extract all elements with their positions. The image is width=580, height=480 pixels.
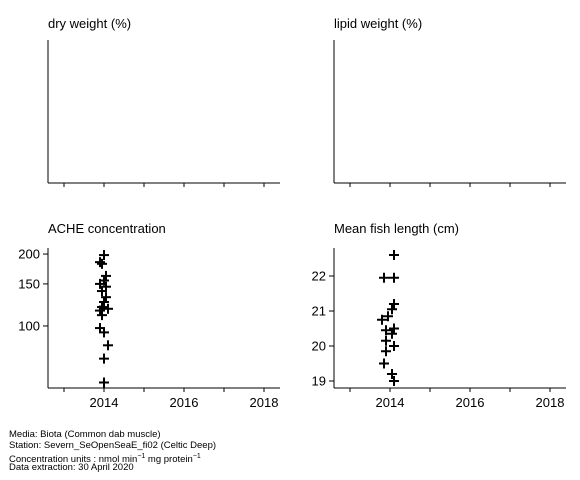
chart-panel-4: Mean fish length (cm) 2014 2016 2018 19 20 21 2… [312, 221, 566, 410]
footer-units-exp2: −1 [192, 453, 201, 460]
data-point [103, 303, 113, 314]
data-point [379, 272, 389, 283]
data-point [99, 250, 109, 261]
data-point [389, 299, 399, 309]
x-tick-label: 2014 [90, 395, 119, 410]
data-point [95, 305, 105, 316]
footer-station: Station: Severn_SeOpenSeaE_fi02 (Celtic … [9, 440, 217, 451]
data-point [95, 278, 105, 289]
footer-units: Concentration units : nmol min−1 mg prot… [9, 451, 201, 465]
footer-units-exp1: −1 [137, 453, 146, 460]
panel-title: dry weight (%) [48, 16, 131, 31]
data-point [101, 270, 111, 281]
data-point [99, 377, 109, 388]
chart-panel-3: ACHE concentration 2014 2016 2018 100 150 200 [18, 221, 280, 410]
data-point [381, 346, 391, 357]
data-point [389, 323, 399, 334]
y-tick-label: 200 [18, 247, 40, 262]
footer-units-prefix: Concentration units : nmol min [9, 454, 138, 465]
data-point [97, 310, 107, 321]
data-point [377, 314, 387, 325]
x-tick-label: 2018 [536, 395, 565, 410]
x-tick-label: 2016 [456, 395, 485, 410]
data-point [389, 250, 399, 260]
x-tick-label: 2018 [250, 395, 279, 410]
chart-panel-2: lipid weight (%) [333, 16, 566, 187]
data-point [381, 325, 391, 336]
panel-title: Mean fish length (cm) [334, 221, 459, 236]
data-point [103, 340, 113, 351]
footer-media: Media: Biota (Common dab muscle) [9, 429, 161, 440]
y-tick-label: 19 [312, 374, 326, 389]
panel-title: lipid weight (%) [334, 16, 422, 31]
data-point [387, 369, 397, 379]
data-point [379, 358, 389, 369]
x-tick-label: 2014 [376, 395, 405, 410]
chart-figure: dry weight (%) lipid weight (%) ACHE conce… [18, 16, 566, 410]
data-point [387, 304, 397, 315]
y-tick-label: 150 [18, 276, 40, 291]
data-point [99, 296, 109, 307]
chart-panel-1: dry weight (%) [47, 16, 280, 187]
y-tick-label: 100 [18, 318, 40, 333]
data-point [95, 257, 105, 268]
data-point [99, 327, 109, 338]
x-tick-label: 2016 [170, 395, 199, 410]
data-point [389, 272, 399, 283]
data-point [99, 353, 109, 364]
data-point [381, 335, 391, 346]
data-point [389, 341, 399, 351]
y-tick-label: 21 [312, 304, 326, 319]
data-point [101, 292, 111, 303]
footer-extraction: Data extraction: 30 April 2020 [9, 462, 134, 473]
data-point [387, 328, 397, 339]
data-point [389, 376, 399, 386]
data-point [97, 258, 107, 269]
data-point [383, 311, 393, 322]
y-tick-label: 20 [312, 339, 326, 354]
data-point [97, 286, 107, 297]
footer-units-mid: mg protein [145, 454, 193, 465]
panel-title: ACHE concentration [48, 221, 166, 236]
y-tick-label: 22 [312, 269, 326, 284]
